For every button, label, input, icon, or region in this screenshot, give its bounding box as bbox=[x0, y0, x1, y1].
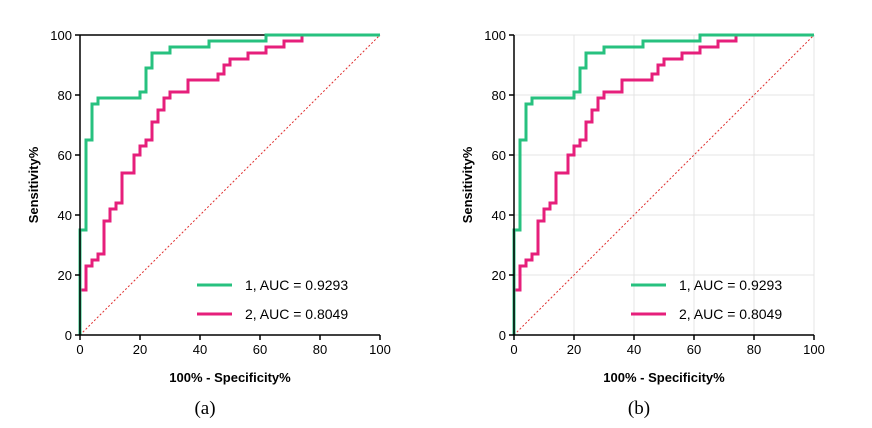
panel-a-y-tick-label-0: 0 bbox=[65, 328, 72, 343]
panel-a-y-axis-title: Sensitivity% bbox=[26, 146, 41, 223]
panel-a-chart: 0 20 40 60 80 100 0 20 40 60 80 100 100% - Specifici… bbox=[26, 28, 391, 419]
panel-b-series-1-line bbox=[512, 33, 814, 335]
panel-a-x-tick-label-1: 20 bbox=[133, 342, 147, 357]
panel-b-x-tick-label-4: 80 bbox=[747, 342, 761, 357]
panel-b-legend-label-2: 2, AUC = 0.8049 bbox=[679, 306, 782, 322]
panel-a-y-tick-label-1: 20 bbox=[58, 268, 72, 283]
panel-b-reference-diagonal bbox=[513, 34, 815, 336]
panel-a-series-2-line bbox=[78, 33, 380, 335]
panel-b-y-tick-label-0: 0 bbox=[499, 328, 506, 343]
panel-b-y-tick-label-5: 100 bbox=[484, 28, 506, 43]
panel-b-x-tick-label-0: 0 bbox=[510, 342, 517, 357]
panel-a-legend-label-1: 1, AUC = 0.9293 bbox=[245, 277, 348, 293]
panel-a-y-tick-label-5: 100 bbox=[50, 28, 72, 43]
panel-b-y-axis-title: Sensitivity% bbox=[460, 146, 475, 223]
panel-a-series-1-line bbox=[78, 33, 380, 335]
panel-a-y-tick-label-3: 60 bbox=[58, 148, 72, 163]
panel-a-x-tick-label-5: 100 bbox=[369, 342, 391, 357]
panel-a-x-tick-label-3: 60 bbox=[253, 342, 267, 357]
panel-b-y-tick-label-1: 20 bbox=[492, 268, 506, 283]
panel-b-chart: 0 20 40 60 80 100 0 20 40 60 80 100 100% - Specifici… bbox=[460, 28, 825, 419]
panel-b-x-tick-label-2: 40 bbox=[627, 342, 641, 357]
panel-a-x-tick-label-2: 40 bbox=[193, 342, 207, 357]
panel-b-y-tick-label-3: 60 bbox=[492, 148, 506, 163]
panel-a-reference-diagonal bbox=[79, 34, 381, 336]
panel-b-x-tick-label-1: 20 bbox=[567, 342, 581, 357]
panel-a-y-tick-label-2: 40 bbox=[58, 208, 72, 223]
panel-b-caption: (b) bbox=[628, 398, 650, 419]
panel-a-x-tick-label-4: 80 bbox=[313, 342, 327, 357]
panel-b-y-tick-label-2: 40 bbox=[492, 208, 506, 223]
panel-a-legend-label-2: 2, AUC = 0.8049 bbox=[245, 306, 348, 322]
panel-a-x-axis-title: 100% - Specificity% bbox=[169, 370, 291, 385]
panel-a-y-tick-label-4: 80 bbox=[58, 88, 72, 103]
panel-b-series-2-line bbox=[512, 33, 814, 335]
panel-b-y-tick-label-4: 80 bbox=[492, 88, 506, 103]
panel-b-x-tick-label-3: 60 bbox=[687, 342, 701, 357]
panel-a-x-tick-label-0: 0 bbox=[76, 342, 83, 357]
panel-b-x-tick-label-5: 100 bbox=[803, 342, 825, 357]
panel-a-caption: (a) bbox=[194, 398, 215, 419]
panel-b-legend-label-1: 1, AUC = 0.9293 bbox=[679, 277, 782, 293]
panel-b-x-axis-title: 100% - Specificity% bbox=[603, 370, 725, 385]
